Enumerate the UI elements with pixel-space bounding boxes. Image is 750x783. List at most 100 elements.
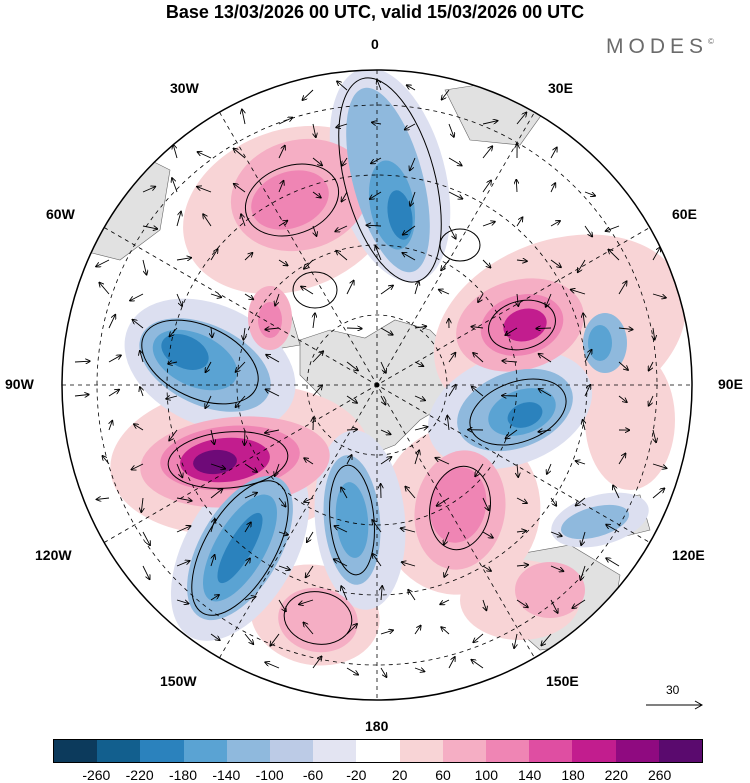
reference-vector-label: 30 bbox=[666, 683, 680, 697]
wind-vector bbox=[142, 531, 150, 545]
wind-vector bbox=[506, 429, 518, 439]
lon-label-120e: 120E bbox=[672, 547, 705, 563]
wind-vector bbox=[380, 630, 393, 635]
wind-vector bbox=[206, 361, 212, 372]
wind-vector bbox=[299, 599, 314, 604]
wind-vector bbox=[516, 260, 527, 261]
wind-vector bbox=[618, 454, 626, 465]
wind-vector bbox=[448, 385, 456, 397]
anomaly-blob bbox=[251, 170, 329, 230]
wind-vector bbox=[581, 565, 586, 580]
colorbar-segment bbox=[486, 740, 530, 762]
wind-vector bbox=[442, 89, 450, 100]
wind-vector bbox=[265, 662, 280, 669]
wind-vector bbox=[448, 157, 462, 166]
wind-vector bbox=[482, 180, 491, 193]
wind-vector bbox=[448, 225, 456, 239]
wind-vector bbox=[234, 149, 246, 159]
copyright-mark: © bbox=[708, 37, 714, 46]
wind-vector bbox=[414, 361, 423, 366]
wind-vector bbox=[402, 562, 416, 567]
colorbar bbox=[53, 739, 703, 763]
colorbar-segment bbox=[97, 740, 141, 762]
wind-vectors bbox=[74, 80, 667, 677]
anomaly-blob bbox=[258, 302, 282, 338]
wind-vector bbox=[169, 429, 178, 441]
wind-vector bbox=[606, 525, 620, 533]
wind-vector bbox=[473, 633, 484, 642]
anomaly-blob bbox=[161, 334, 209, 370]
wind-vector bbox=[275, 463, 280, 476]
wind-vector bbox=[132, 463, 144, 470]
wind-vector bbox=[407, 85, 416, 91]
wind-vector bbox=[505, 327, 518, 335]
wind-vector bbox=[380, 667, 387, 677]
wind-vector bbox=[576, 461, 586, 464]
wind-vector bbox=[441, 259, 450, 270]
wind-vector bbox=[97, 498, 110, 499]
wind-vector bbox=[278, 118, 292, 125]
colorbar-tick-label: -260 bbox=[82, 767, 111, 783]
wind-vector bbox=[210, 595, 219, 601]
wind-vector bbox=[576, 497, 586, 506]
wind-vector bbox=[304, 458, 314, 465]
wind-vector bbox=[312, 351, 323, 363]
wind-vector bbox=[99, 283, 110, 295]
wind-vector bbox=[244, 558, 250, 567]
lon-label-150w: 150W bbox=[160, 673, 197, 689]
wind-vector bbox=[439, 290, 450, 295]
wind-vector bbox=[313, 123, 316, 137]
wind-vector bbox=[109, 421, 112, 431]
wind-vector bbox=[176, 293, 182, 306]
wind-vector bbox=[346, 455, 352, 465]
wind-vector bbox=[313, 225, 317, 236]
wind-vector bbox=[312, 385, 322, 397]
colorbar-tick-label: -60 bbox=[302, 767, 324, 783]
wind-vector bbox=[210, 429, 214, 444]
wind-vector bbox=[108, 355, 121, 363]
wind-vector bbox=[346, 361, 358, 371]
wind-vector bbox=[473, 353, 484, 363]
wind-vector bbox=[584, 350, 592, 363]
wind-vector bbox=[346, 429, 357, 430]
chart-title: Base 13/03/2026 00 UTC, valid 15/03/2026… bbox=[165, 2, 585, 22]
reference-arrow bbox=[646, 700, 704, 710]
wind-vector bbox=[335, 225, 348, 231]
wind-vector bbox=[414, 626, 421, 635]
colorbar-tick-label: -100 bbox=[255, 767, 284, 783]
wind-vector bbox=[336, 251, 348, 261]
wind-vector bbox=[370, 191, 382, 199]
wind-vector bbox=[168, 362, 178, 364]
lon-label-90w: 90W bbox=[5, 376, 34, 392]
wind-vector bbox=[649, 395, 654, 406]
wind-vector bbox=[372, 520, 382, 533]
wind-vector bbox=[608, 250, 620, 261]
wind-vector bbox=[211, 327, 212, 337]
contour-line bbox=[292, 271, 338, 309]
wind-vector bbox=[275, 293, 280, 306]
anomaly-blob bbox=[503, 308, 547, 342]
wind-vector bbox=[304, 497, 314, 502]
wind-vector bbox=[572, 599, 586, 608]
wind-vector bbox=[375, 246, 382, 261]
colorbar-segment bbox=[140, 740, 184, 762]
wind-vector bbox=[516, 599, 528, 607]
wind-vector bbox=[583, 420, 585, 431]
wind-vector bbox=[584, 225, 592, 237]
wind-vector bbox=[380, 327, 393, 335]
contour-line bbox=[329, 464, 375, 576]
wind-vector bbox=[652, 488, 664, 499]
colorbar-tick-label: 140 bbox=[517, 767, 542, 783]
colorbar-segment bbox=[270, 740, 314, 762]
wind-vector bbox=[550, 531, 562, 536]
lon-label-30e: 30E bbox=[548, 80, 573, 96]
wind-vector bbox=[130, 293, 144, 301]
wind-vector bbox=[278, 532, 288, 535]
wind-vector bbox=[550, 599, 558, 613]
wind-vector bbox=[342, 191, 348, 202]
wind-vector bbox=[517, 463, 518, 477]
wind-vector bbox=[471, 327, 484, 328]
wind-vector bbox=[380, 361, 386, 373]
anomaly-blob bbox=[387, 190, 413, 240]
wind-vector bbox=[440, 599, 450, 604]
